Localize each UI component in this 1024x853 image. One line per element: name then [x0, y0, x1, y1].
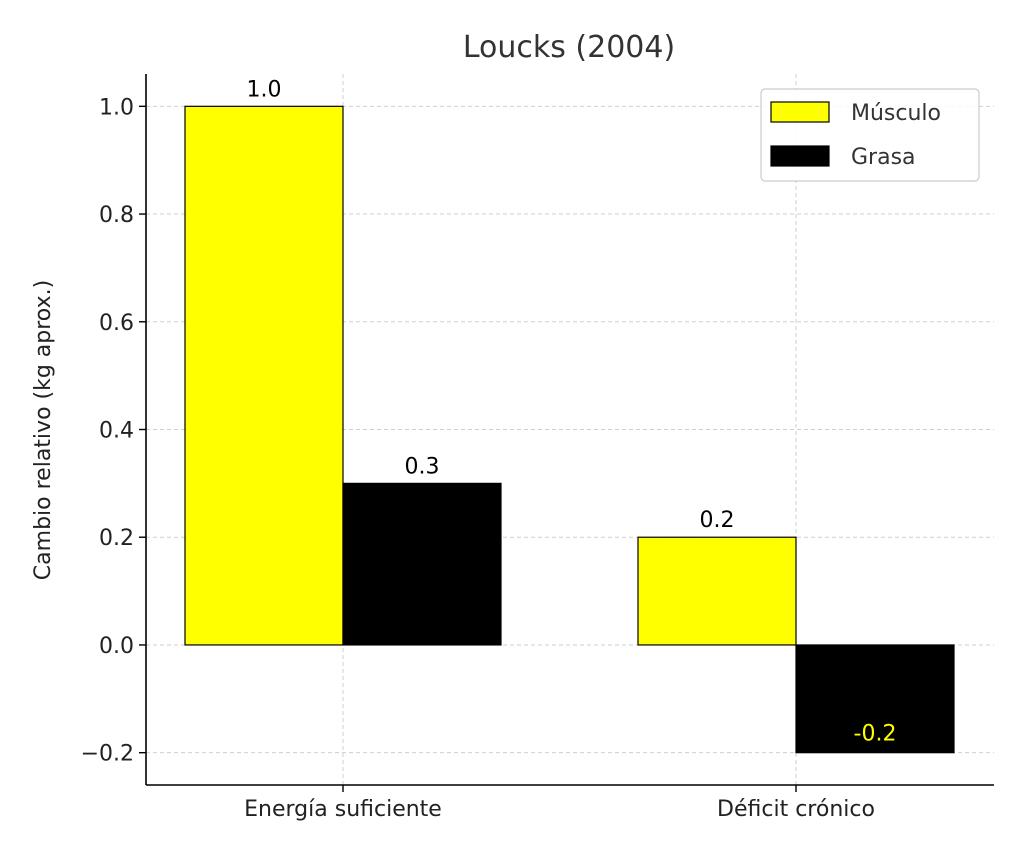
data-label: -0.2 — [854, 722, 897, 747]
y-tick-label: 0.8 — [99, 203, 134, 228]
bar — [637, 536, 797, 646]
bar — [342, 482, 502, 646]
y-tick-label: −0.2 — [81, 742, 134, 767]
x-tick-label: Déficit crónico — [717, 797, 875, 822]
y-tick-label: 0.0 — [99, 634, 134, 659]
x-tick-label: Energía suficiente — [244, 797, 442, 822]
y-tick-label: 0.6 — [99, 311, 134, 336]
legend: Músculo Grasa — [760, 88, 980, 182]
legend-swatch — [770, 145, 830, 167]
bars — [184, 105, 955, 754]
y-axis-label: Cambio relativo (kg aprox.) — [31, 280, 56, 580]
axes — [139, 74, 994, 792]
tick-labels: −0.2 0.0 0.2 0.4 0.6 0.8 1.0 Energía suficiente… — [81, 95, 875, 822]
y-tick-label: 0.2 — [99, 526, 134, 551]
data-labels: 1.0 0.2 0.3 -0.2 — [247, 77, 897, 746]
data-label: 0.2 — [700, 508, 735, 533]
legend-swatch — [770, 101, 830, 123]
y-tick-label: 1.0 — [99, 95, 134, 120]
bar — [795, 644, 955, 754]
legend-label: Grasa — [851, 145, 916, 170]
legend-label: Músculo — [851, 101, 941, 126]
data-label: 0.3 — [405, 454, 440, 479]
chart-title: Loucks (2004) — [463, 30, 675, 65]
data-label: 1.0 — [247, 77, 282, 102]
bar — [184, 105, 344, 646]
y-tick-label: 0.4 — [99, 419, 134, 444]
